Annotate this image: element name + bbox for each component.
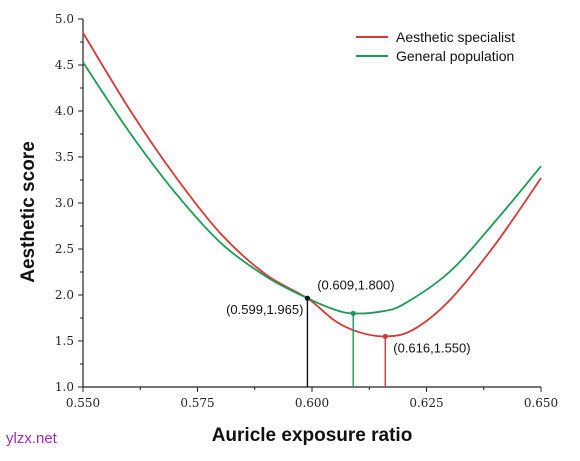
series-line-aesthetic-specialist	[82, 32, 542, 338]
x-tick-label: 0.550	[66, 396, 100, 410]
marker-point	[382, 333, 388, 339]
marker-point	[350, 310, 356, 316]
x-tick-label: 0.600	[295, 396, 329, 410]
y-tick-label: 2.0	[55, 288, 74, 302]
x-tick-label: 0.650	[524, 396, 558, 410]
marker-label: (0.616,1.550)	[393, 340, 470, 355]
marker-label: (0.599,1.965)	[226, 302, 303, 317]
axes	[82, 19, 541, 388]
y-tick-label: 4.5	[55, 58, 74, 72]
legend: Aesthetic specialist General population	[356, 29, 515, 64]
marker-point	[304, 295, 311, 301]
y-tick-label: 3.5	[55, 150, 74, 164]
marker-layer: (0.599,1.965) (0.609,1.800) (0.616,1.550)	[226, 277, 471, 387]
watermark: ylzx.net	[6, 430, 57, 447]
series-layer	[82, 32, 542, 338]
legend-label: General population	[396, 48, 514, 64]
y-tick-label: 4.0	[55, 104, 74, 118]
y-tick-label: 1.0	[55, 380, 74, 394]
y-axis-title: Aesthetic score	[18, 141, 39, 283]
y-tick-label: 2.5	[55, 242, 74, 256]
x-tick-label: 0.575	[180, 396, 214, 410]
legend-label: Aesthetic specialist	[396, 29, 515, 45]
y-tick-label: 3.0	[55, 196, 74, 210]
x-tick-label: 0.625	[409, 396, 443, 410]
x-axis-title: Auricle exposure ratio	[212, 425, 413, 446]
series-line-general-population	[82, 61, 542, 315]
ticks-layer: 0.550 0.575 0.600 0.625 0.650 1.0 1.5 2.0 2.5 3.0…	[55, 12, 558, 410]
marker-label: (0.609,1.800)	[317, 277, 394, 292]
y-tick-label: 5.0	[55, 12, 74, 26]
y-tick-label: 1.5	[55, 334, 74, 348]
